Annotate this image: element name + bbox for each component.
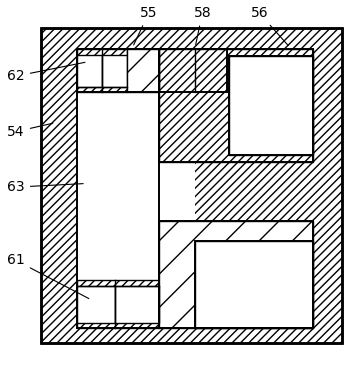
Text: 62: 62 [7, 62, 85, 83]
Bar [77, 55, 102, 87]
Bar [77, 49, 159, 328]
Bar [159, 221, 313, 328]
Bar [102, 55, 127, 87]
Text: 56: 56 [251, 7, 288, 46]
Bar [115, 286, 159, 323]
Bar [77, 49, 127, 92]
Bar [159, 162, 195, 221]
Text: 58: 58 [193, 7, 211, 45]
Bar [77, 286, 115, 323]
Bar [159, 49, 313, 162]
Bar [127, 49, 159, 92]
Bar [77, 49, 227, 92]
Bar [159, 49, 313, 162]
Bar [41, 28, 342, 343]
Bar [41, 28, 342, 343]
Bar [159, 221, 313, 328]
Bar [159, 221, 313, 328]
Text: 54: 54 [8, 123, 53, 139]
Text: 61: 61 [7, 254, 89, 299]
Text: 63: 63 [7, 180, 83, 194]
Bar [229, 57, 313, 155]
Bar [229, 57, 313, 155]
Bar [77, 49, 159, 328]
Bar [195, 241, 313, 328]
Text: 55: 55 [134, 7, 157, 45]
Bar [77, 280, 159, 328]
Bar [77, 49, 227, 92]
Bar [195, 241, 313, 328]
Bar [159, 49, 313, 162]
